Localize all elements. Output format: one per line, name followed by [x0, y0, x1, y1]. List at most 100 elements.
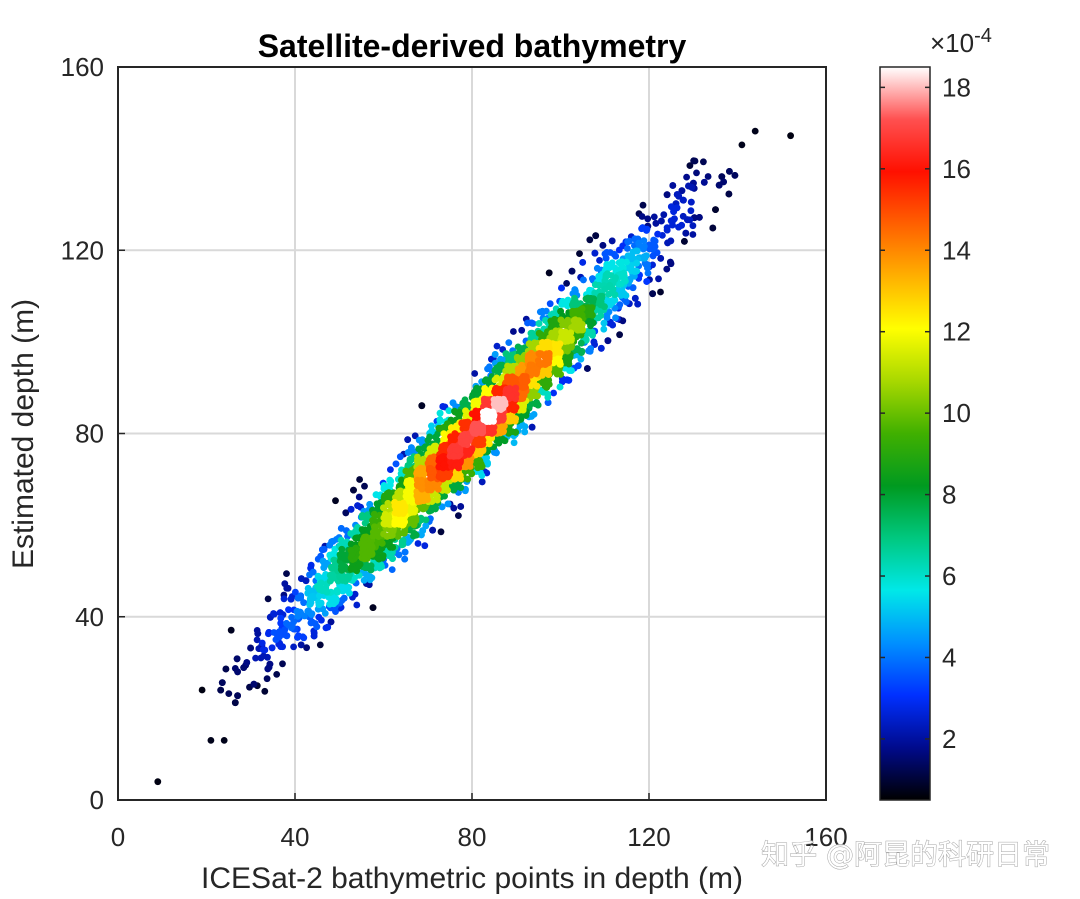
data-point — [341, 554, 348, 562]
data-point — [686, 162, 694, 170]
data-point — [337, 525, 345, 532]
data-point — [545, 269, 553, 277]
scatter-points — [154, 127, 794, 786]
data-point — [367, 562, 375, 569]
data-point — [411, 432, 419, 440]
data-point — [660, 211, 668, 219]
data-point — [504, 362, 511, 370]
data-point — [437, 528, 445, 536]
data-point — [611, 291, 619, 299]
data-point — [252, 654, 259, 662]
data-point — [404, 494, 412, 502]
data-point — [415, 445, 423, 453]
data-point — [556, 360, 564, 368]
data-point — [371, 512, 379, 520]
data-point — [307, 611, 315, 618]
data-point — [427, 474, 435, 482]
data-point — [240, 664, 248, 671]
data-point — [290, 643, 297, 651]
data-point — [350, 486, 357, 494]
data-point — [386, 476, 394, 484]
data-point — [493, 449, 500, 457]
data-point — [618, 258, 626, 266]
data-point — [539, 307, 546, 315]
data-point — [601, 285, 609, 293]
data-point — [432, 505, 439, 513]
data-point — [644, 215, 652, 223]
data-point — [569, 301, 576, 309]
data-point — [326, 541, 334, 549]
data-point — [261, 646, 269, 654]
data-point — [295, 632, 302, 640]
data-point — [306, 595, 314, 603]
data-point — [418, 402, 426, 410]
data-point — [687, 207, 695, 215]
data-point — [437, 454, 445, 461]
data-point — [472, 397, 480, 405]
data-point — [631, 294, 639, 302]
data-point — [658, 217, 665, 225]
data-point — [682, 229, 690, 237]
data-point — [478, 472, 486, 479]
data-point — [693, 169, 700, 177]
data-point — [258, 639, 266, 647]
data-point — [644, 261, 652, 269]
data-point — [253, 636, 261, 644]
data-point — [447, 433, 454, 441]
data-point — [596, 257, 603, 264]
data-point — [428, 422, 435, 430]
data-point — [649, 261, 656, 269]
data-point — [372, 491, 380, 499]
data-point — [683, 173, 690, 181]
data-point — [454, 446, 461, 454]
data-point — [655, 275, 662, 283]
data-point — [600, 325, 608, 333]
data-point — [627, 262, 635, 269]
data-point — [726, 168, 733, 175]
data-point — [222, 665, 230, 673]
data-point — [528, 319, 535, 327]
data-point — [198, 686, 206, 694]
data-point — [264, 653, 271, 661]
data-point — [361, 555, 368, 563]
data-point — [300, 599, 308, 606]
data-point — [384, 500, 392, 507]
data-point — [422, 522, 430, 530]
data-point — [644, 269, 652, 277]
data-point — [700, 178, 708, 186]
data-point — [558, 328, 566, 336]
data-point — [277, 614, 285, 622]
data-point — [600, 319, 608, 327]
data-point — [320, 564, 328, 571]
data-point — [234, 668, 242, 676]
data-point — [718, 173, 726, 181]
data-point — [450, 452, 458, 460]
data-point — [689, 222, 697, 230]
data-point — [584, 365, 591, 372]
data-point — [407, 447, 415, 455]
data-point — [457, 484, 465, 491]
data-point — [404, 436, 412, 443]
data-point — [517, 416, 525, 423]
data-point — [217, 686, 225, 694]
chart-title: Satellite-derived bathymetry — [258, 28, 687, 64]
data-point — [445, 407, 453, 415]
data-point — [629, 284, 637, 292]
data-point — [738, 141, 746, 149]
data-point — [364, 526, 371, 534]
data-point — [414, 540, 422, 547]
data-point — [342, 509, 350, 517]
data-point — [361, 541, 369, 549]
data-point — [687, 198, 695, 206]
data-point — [332, 608, 339, 615]
data-point — [225, 690, 233, 697]
data-point — [316, 641, 324, 649]
data-point — [690, 157, 698, 165]
data-point — [673, 204, 681, 212]
data-point — [565, 376, 573, 384]
data-point — [556, 383, 564, 391]
data-point — [354, 502, 361, 509]
data-point — [283, 620, 290, 627]
data-point — [254, 630, 262, 637]
